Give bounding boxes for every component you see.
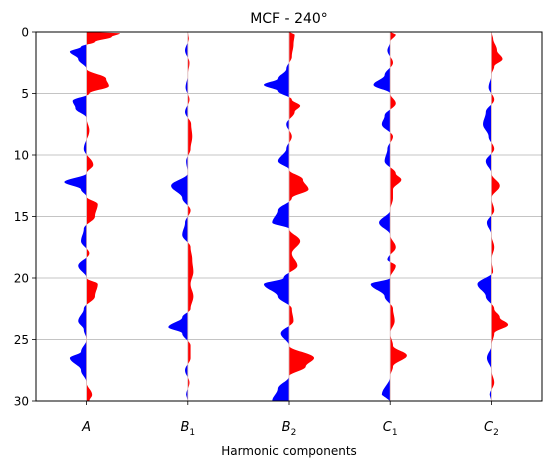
y-tick-label: 10 <box>14 149 29 163</box>
y-tick-label: 0 <box>21 26 29 40</box>
x-axis-label: Harmonic components <box>221 444 357 458</box>
x-tick-subscript: 1 <box>189 428 195 438</box>
series-negative-fill <box>64 32 87 401</box>
series-positive-fill <box>86 32 120 401</box>
series-positive-fill <box>390 32 407 401</box>
series-positive-fill <box>289 32 315 401</box>
y-tick-label: 20 <box>14 272 29 286</box>
chart-title: MCF - 240° <box>250 11 328 27</box>
y-tick-label: 15 <box>14 210 29 224</box>
y-tick-label: 30 <box>14 395 29 409</box>
x-tick-label: B2 <box>282 420 297 438</box>
x-tick-subscript: 1 <box>392 428 398 438</box>
x-tick-label: B1 <box>180 420 195 438</box>
series-negative-fill <box>370 32 391 401</box>
x-tick-subscript: 2 <box>493 428 499 438</box>
plot-frame <box>35 31 543 402</box>
series-positive-fill <box>187 32 194 401</box>
series-negative-fill <box>263 32 289 401</box>
series-positive-fill <box>491 32 509 401</box>
x-tick-label: C1 <box>383 420 398 438</box>
y-tick-label: 25 <box>14 333 29 347</box>
x-tick-label: A <box>81 420 91 435</box>
series-negative-fill <box>168 32 188 401</box>
series-negative-fill <box>477 32 492 401</box>
y-tick-label: 5 <box>21 87 29 101</box>
x-tick-subscript: 2 <box>291 428 297 438</box>
x-tick-label: C2 <box>484 420 499 438</box>
plot-area: A B1 B2 C1 C2 0 5 10 15 20 25 30 <box>14 26 543 438</box>
